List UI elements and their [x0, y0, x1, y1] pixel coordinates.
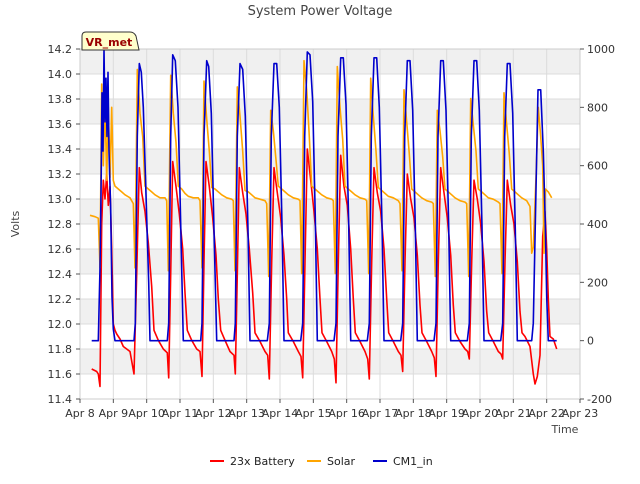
x-tick-label: Apr 9	[99, 407, 129, 420]
plot-bands	[80, 49, 580, 399]
plot-band	[80, 324, 580, 349]
legend: 23x Battery Solar CM1_in	[210, 455, 433, 468]
x-tick-label: Apr 14	[262, 407, 299, 420]
y-right-tick-label: 1000	[587, 43, 615, 56]
plot-band	[80, 199, 580, 224]
y-left-tick-label: 14.0	[48, 68, 73, 81]
y-right-tick-label: 0	[587, 335, 594, 348]
plot-band	[80, 124, 580, 149]
x-tick-label: Apr 18	[395, 407, 432, 420]
y-left-tick-label: 13.8	[48, 93, 73, 106]
y-left-tick-labels: 11.4 11.6 11.8 12.0 12.2 12.4 12.6 12.8 13.0 13.2…	[48, 43, 80, 406]
series-group	[89, 48, 558, 388]
x-tick-label: Apr 10	[128, 407, 165, 420]
y-left-tick-label: 12.4	[48, 268, 73, 281]
plot-band	[80, 249, 580, 274]
y-right-tick-label: -200	[587, 393, 612, 406]
y-right-tick-label: 600	[587, 160, 608, 173]
x-tick-label: Apr 11	[162, 407, 199, 420]
x-tick-label: Apr 22	[528, 407, 565, 420]
x-tick-label: Apr 17	[362, 407, 399, 420]
y-left-tick-label: 11.8	[48, 343, 73, 356]
x-tick-label: Apr 13	[228, 407, 265, 420]
plot-band	[80, 49, 580, 74]
x-tick-label: Apr 23	[562, 407, 599, 420]
y-right-tick-label: 200	[587, 276, 608, 289]
plot-band	[80, 299, 580, 324]
x-tick-label: Apr 19	[428, 407, 465, 420]
plot-band	[80, 374, 580, 399]
y-left-tick-label: 12.2	[48, 293, 73, 306]
plot-band	[80, 224, 580, 249]
station-badge: VR_met	[81, 31, 140, 51]
y-left-tick-label: 13.4	[48, 143, 73, 156]
chart-title: System Power Voltage	[248, 4, 393, 19]
series-line-solar	[89, 59, 553, 278]
plot-band	[80, 274, 580, 299]
y-left-tick-label: 12.8	[48, 218, 73, 231]
x-tick-label: Apr 15	[295, 407, 332, 420]
y-axis-label: Volts	[9, 210, 22, 237]
y-left-tick-label: 13.0	[48, 193, 73, 206]
x-tick-label: Apr 21	[495, 407, 532, 420]
y-left-tick-label: 12.0	[48, 318, 73, 331]
x-tick-label: Apr 16	[328, 407, 365, 420]
x-tick-label: Apr 12	[195, 407, 232, 420]
y-right-tick-label: 400	[587, 218, 608, 231]
legend-label: 23x Battery	[230, 455, 295, 468]
plot-band	[80, 74, 580, 99]
plot-band	[80, 99, 580, 124]
legend-label: Solar	[327, 455, 356, 468]
y-right-tick-labels: -200 0 200 400 600 800 1000	[580, 43, 615, 406]
y-left-tick-label: 14.2	[48, 43, 73, 56]
x-axis-label: Time	[551, 423, 579, 436]
plot-band	[80, 349, 580, 374]
plot-band	[80, 174, 580, 199]
badge-shape	[81, 31, 140, 51]
y-right-tick-label: 800	[587, 101, 608, 114]
x-tick-label: Apr 8	[65, 407, 95, 420]
plot-band	[80, 149, 580, 174]
y-left-tick-label: 11.6	[48, 368, 73, 381]
y-left-tick-label: 12.6	[48, 243, 73, 256]
y-left-tick-label: 13.6	[48, 118, 73, 131]
x-tick-label: Apr 20	[462, 407, 499, 420]
series-line-cm1-in	[91, 48, 557, 342]
legend-label: CM1_in	[393, 455, 433, 468]
badge-text: VR_met	[86, 36, 133, 49]
y-left-tick-label: 11.4	[48, 393, 73, 406]
y-left-tick-label: 13.2	[48, 168, 73, 181]
